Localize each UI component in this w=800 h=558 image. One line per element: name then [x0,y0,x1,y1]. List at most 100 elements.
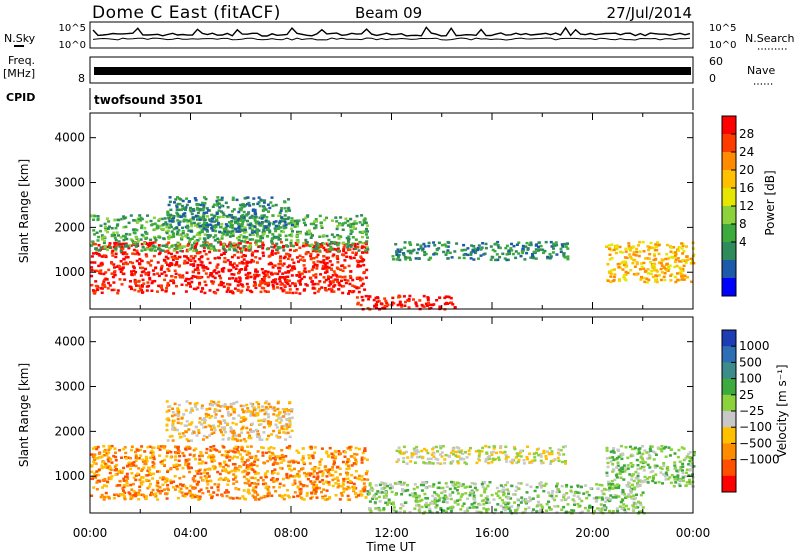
echo-cell [122,266,125,269]
echo-cell [172,464,175,467]
echo-cell [130,465,133,468]
echo-cell [198,282,201,285]
echo-cell [609,254,612,257]
echo-cell [312,261,315,264]
echo-cell [162,445,165,448]
echo-cell [241,456,244,459]
echo-cell [639,250,642,253]
echo-cell [203,292,206,295]
echo-cell [354,254,357,257]
echo-cell [312,223,315,226]
echo-cell [517,504,520,507]
echo-cell [529,486,532,489]
echo-cell [296,239,299,242]
echo-cell [346,461,349,464]
echo-cell [201,407,204,410]
echo-cell [348,265,351,268]
echo-cell [647,272,650,275]
echo-cell [365,295,368,298]
echo-cell [360,284,363,287]
echo-cell [317,244,320,247]
echo-cell [613,279,616,282]
echo-cell [284,276,287,279]
echo-cell [526,484,529,487]
echo-cell [256,494,259,497]
echo-cell [133,461,136,464]
echo-cell [254,226,257,229]
echo-cell [157,445,160,448]
echo-cell [153,466,156,469]
echo-cell [156,470,159,473]
colorbar-swatch [722,224,736,243]
echo-cell [586,491,589,494]
echo-cell [271,452,274,455]
colorbar-swatch [722,278,736,297]
echo-cell [240,219,243,222]
echo-cell [92,252,95,255]
echo-cell [267,435,270,438]
echo-cell [469,253,472,256]
echo-cell [603,488,606,491]
echo-cell [220,226,223,229]
echo-cell [341,292,344,295]
echo-cell [232,197,235,200]
echo-cell [279,483,282,486]
echo-cell [193,431,196,434]
echo-cell [631,484,634,487]
echo-cell [520,450,523,453]
echo-cell [434,500,437,503]
echo-cell [529,242,532,245]
echo-cell [642,491,645,494]
echo-cell [549,508,552,511]
echo-cell [539,484,542,487]
echo-cell [271,273,274,276]
echo-cell [189,263,192,266]
echo-cell [332,280,335,283]
echo-cell [214,239,217,242]
echo-cell [618,280,621,283]
echo-cell [259,205,262,208]
echo-cell [360,494,363,497]
echo-cell [436,450,439,453]
echo-cell [658,253,661,256]
echo-cell [473,494,476,497]
echo-cell [631,262,634,265]
echo-cell [532,508,535,511]
echo-cell [516,509,519,512]
echo-cell [197,269,200,272]
echo-cell [414,492,417,495]
echo-cell [214,234,217,237]
echo-cell [115,247,118,250]
echo-cell [168,204,171,207]
echo-cell [238,497,241,500]
echo-cell [644,270,647,273]
echo-cell [345,252,348,255]
echo-cell [272,480,275,483]
echo-cell [171,415,174,418]
echo-cell [537,246,540,249]
echo-cell [164,290,167,293]
echo-cell [102,273,105,276]
echo-cell [401,488,404,491]
echo-cell [144,238,147,241]
echo-cell [162,228,165,231]
echo-cell [344,451,347,454]
echo-cell [218,462,221,465]
echo-cell [606,263,609,266]
echo-cell [104,246,107,249]
echo-cell [308,229,311,232]
echo-cell [135,236,138,239]
echo-cell [90,275,93,278]
echo-cell [214,429,217,432]
echo-cell [168,220,171,223]
echo-cell [121,283,124,286]
echo-cell [455,242,458,245]
echo-cell [635,254,638,257]
echo-cell [609,281,612,284]
echo-cell [507,496,510,499]
echo-cell [286,476,289,479]
echo-cell [210,244,213,247]
echo-cell [282,415,285,418]
echo-cell [309,277,312,280]
echo-cell [248,492,251,495]
